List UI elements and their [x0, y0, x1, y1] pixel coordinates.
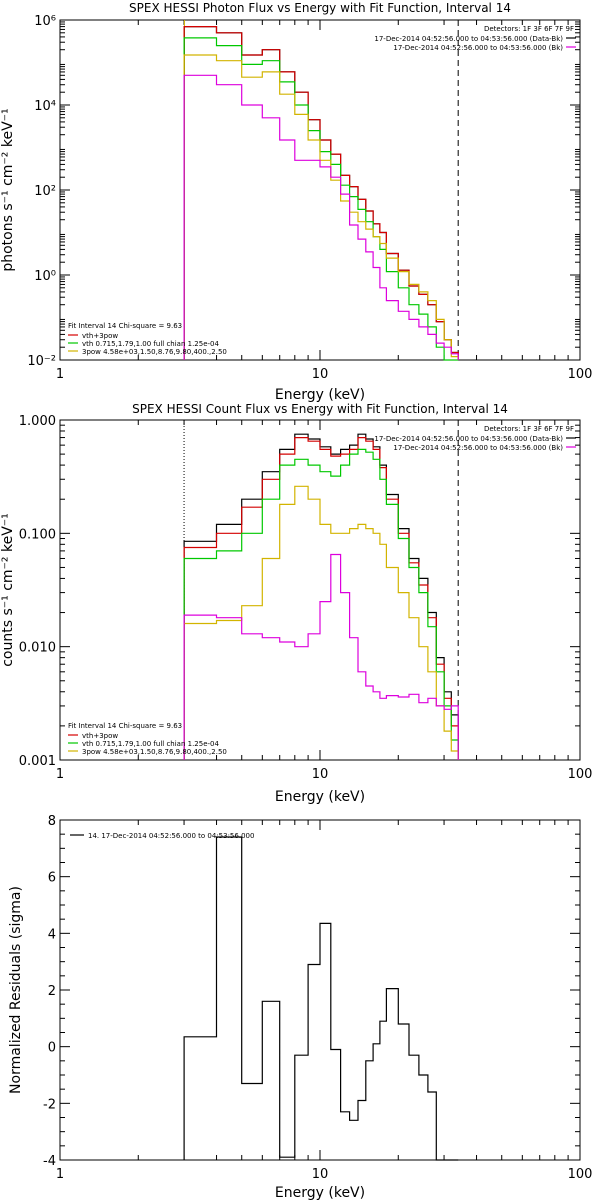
- residuals-ylabel: Normalized Residuals (sigma): [8, 886, 24, 1094]
- photon-flux-series-bk: [183, 74, 459, 360]
- count-flux-y-tick-label: 0.010: [19, 641, 56, 656]
- residuals-series-resid: [183, 836, 459, 1161]
- residuals-y-tick-label: 6: [48, 871, 56, 886]
- photon-flux-series-total: [183, 26, 459, 360]
- residuals-xlabel: Energy (keV): [275, 1185, 365, 1200]
- photon-flux-xlabel: Energy (keV): [275, 387, 365, 403]
- count-flux-x-tick-label: 100: [568, 767, 593, 782]
- count-flux-legend-entry: 17-Dec-2014 04:52:56.000 to 04:53:56.000…: [374, 435, 563, 443]
- count-flux-legend-entry: 17-Dec-2014 04:52:56.000 to 04:53:56.000…: [393, 444, 563, 452]
- count-flux-series-vth_3pow: [183, 437, 459, 760]
- count-flux-title: SPEX HESSI Count Flux vs Energy with Fit…: [132, 402, 508, 416]
- residuals-y-tick-label: 2: [48, 984, 56, 999]
- residuals-x-tick-label: 1: [56, 1167, 64, 1182]
- photon-flux-x-tick-label: 100: [568, 367, 593, 382]
- count-flux-ylabel: counts s⁻¹ cm⁻² keV⁻¹: [0, 513, 16, 667]
- count-flux-fit-header: Fit Interval 14 Chi-square = 9.63: [68, 722, 182, 730]
- photon-flux-fit-header: Fit Interval 14 Chi-square = 9.63: [68, 322, 182, 330]
- photon-flux-axes-frame: [59, 19, 581, 361]
- count-flux-series-total: [183, 433, 459, 760]
- photon-flux-series-vth_3pow: [183, 26, 459, 360]
- photon-flux-y-tick-label: 10⁶: [34, 14, 56, 29]
- photon-flux-y-tick-label: 10⁴: [34, 99, 56, 114]
- photon-flux-x-tick-label: 1: [56, 367, 64, 382]
- photon-flux-legend-entry: 17-Dec-2014 04:52:56.000 to 04:53:56.000…: [393, 44, 563, 52]
- residuals-x-tick-label: 100: [568, 1167, 593, 1182]
- photon-flux-title: SPEX HESSI Photon Flux vs Energy with Fi…: [129, 1, 511, 15]
- photon-flux-panel: SPEX HESSI Photon Flux vs Energy with Fi…: [0, 1, 592, 403]
- photon-flux-ylabel: photons s⁻¹ cm⁻² keV⁻¹: [0, 108, 16, 271]
- residuals-y-tick-label: -2: [43, 1097, 56, 1112]
- count-flux-series-3pow: [183, 485, 459, 760]
- residuals-y-tick-label: -4: [43, 1154, 56, 1169]
- count-flux-x-tick-label: 10: [312, 767, 329, 782]
- photon-flux-fit-entry: vth 0.715,1.79,1.00 full chian 1.25e-04: [82, 340, 220, 348]
- photon-flux-x-tick-label: 10: [312, 367, 329, 382]
- count-flux-xlabel: Energy (keV): [275, 789, 365, 805]
- count-flux-fit-entry: vth+3pow: [82, 732, 118, 740]
- photon-flux-detectors-label: Detectors: 1F 3F 6F 7F 9F: [484, 25, 574, 33]
- count-flux-series-vth: [183, 448, 459, 760]
- photon-flux-y-tick-label: 10⁻²: [27, 354, 56, 369]
- count-flux-series-bk: [183, 553, 459, 760]
- photon-flux-fit-entry: 3pow 4.58e+03,1.50,8.76,9.80,400.,2.50: [82, 348, 227, 356]
- count-flux-x-tick-label: 1: [56, 767, 64, 782]
- photon-flux-series-3pow: [183, 54, 459, 360]
- photon-flux-y-tick-label: 10²: [34, 184, 56, 199]
- residuals-y-tick-label: 8: [48, 814, 56, 829]
- count-flux-y-tick-label: 1.000: [19, 414, 56, 429]
- count-flux-y-tick-label: 0.100: [19, 527, 56, 542]
- photon-flux-series-vth: [183, 37, 459, 361]
- residuals-axes-frame: [59, 819, 581, 1161]
- residuals-panel: Energy (keV) Normalized Residuals (sigma…: [8, 814, 592, 1200]
- residuals-legend-entry: 14. 17-Dec-2014 04:52:56.000 to 04:53:56…: [88, 832, 254, 840]
- count-flux-detectors-label: Detectors: 1F 3F 6F 7F 9F: [484, 425, 574, 433]
- photon-flux-y-tick-label: 10⁰: [34, 269, 56, 284]
- count-flux-fit-entry: 3pow 4.58e+03,1.50,8.76,9.80,400.,2.50: [82, 748, 227, 756]
- residuals-x-tick-label: 10: [312, 1167, 329, 1182]
- count-flux-y-tick-label: 0.001: [19, 754, 56, 769]
- photon-flux-fit-entry: vth+3pow: [82, 332, 118, 340]
- photon-flux-legend-entry: 17-Dec-2014 04:52:56.000 to 04:53:56.000…: [374, 35, 563, 43]
- residuals-y-tick-label: 0: [48, 1041, 56, 1056]
- residuals-y-tick-label: 4: [48, 927, 56, 942]
- count-flux-panel: SPEX HESSI Count Flux vs Energy with Fit…: [0, 402, 592, 805]
- count-flux-fit-entry: vth 0.715,1.79,1.00 full chian 1.25e-04: [82, 740, 220, 748]
